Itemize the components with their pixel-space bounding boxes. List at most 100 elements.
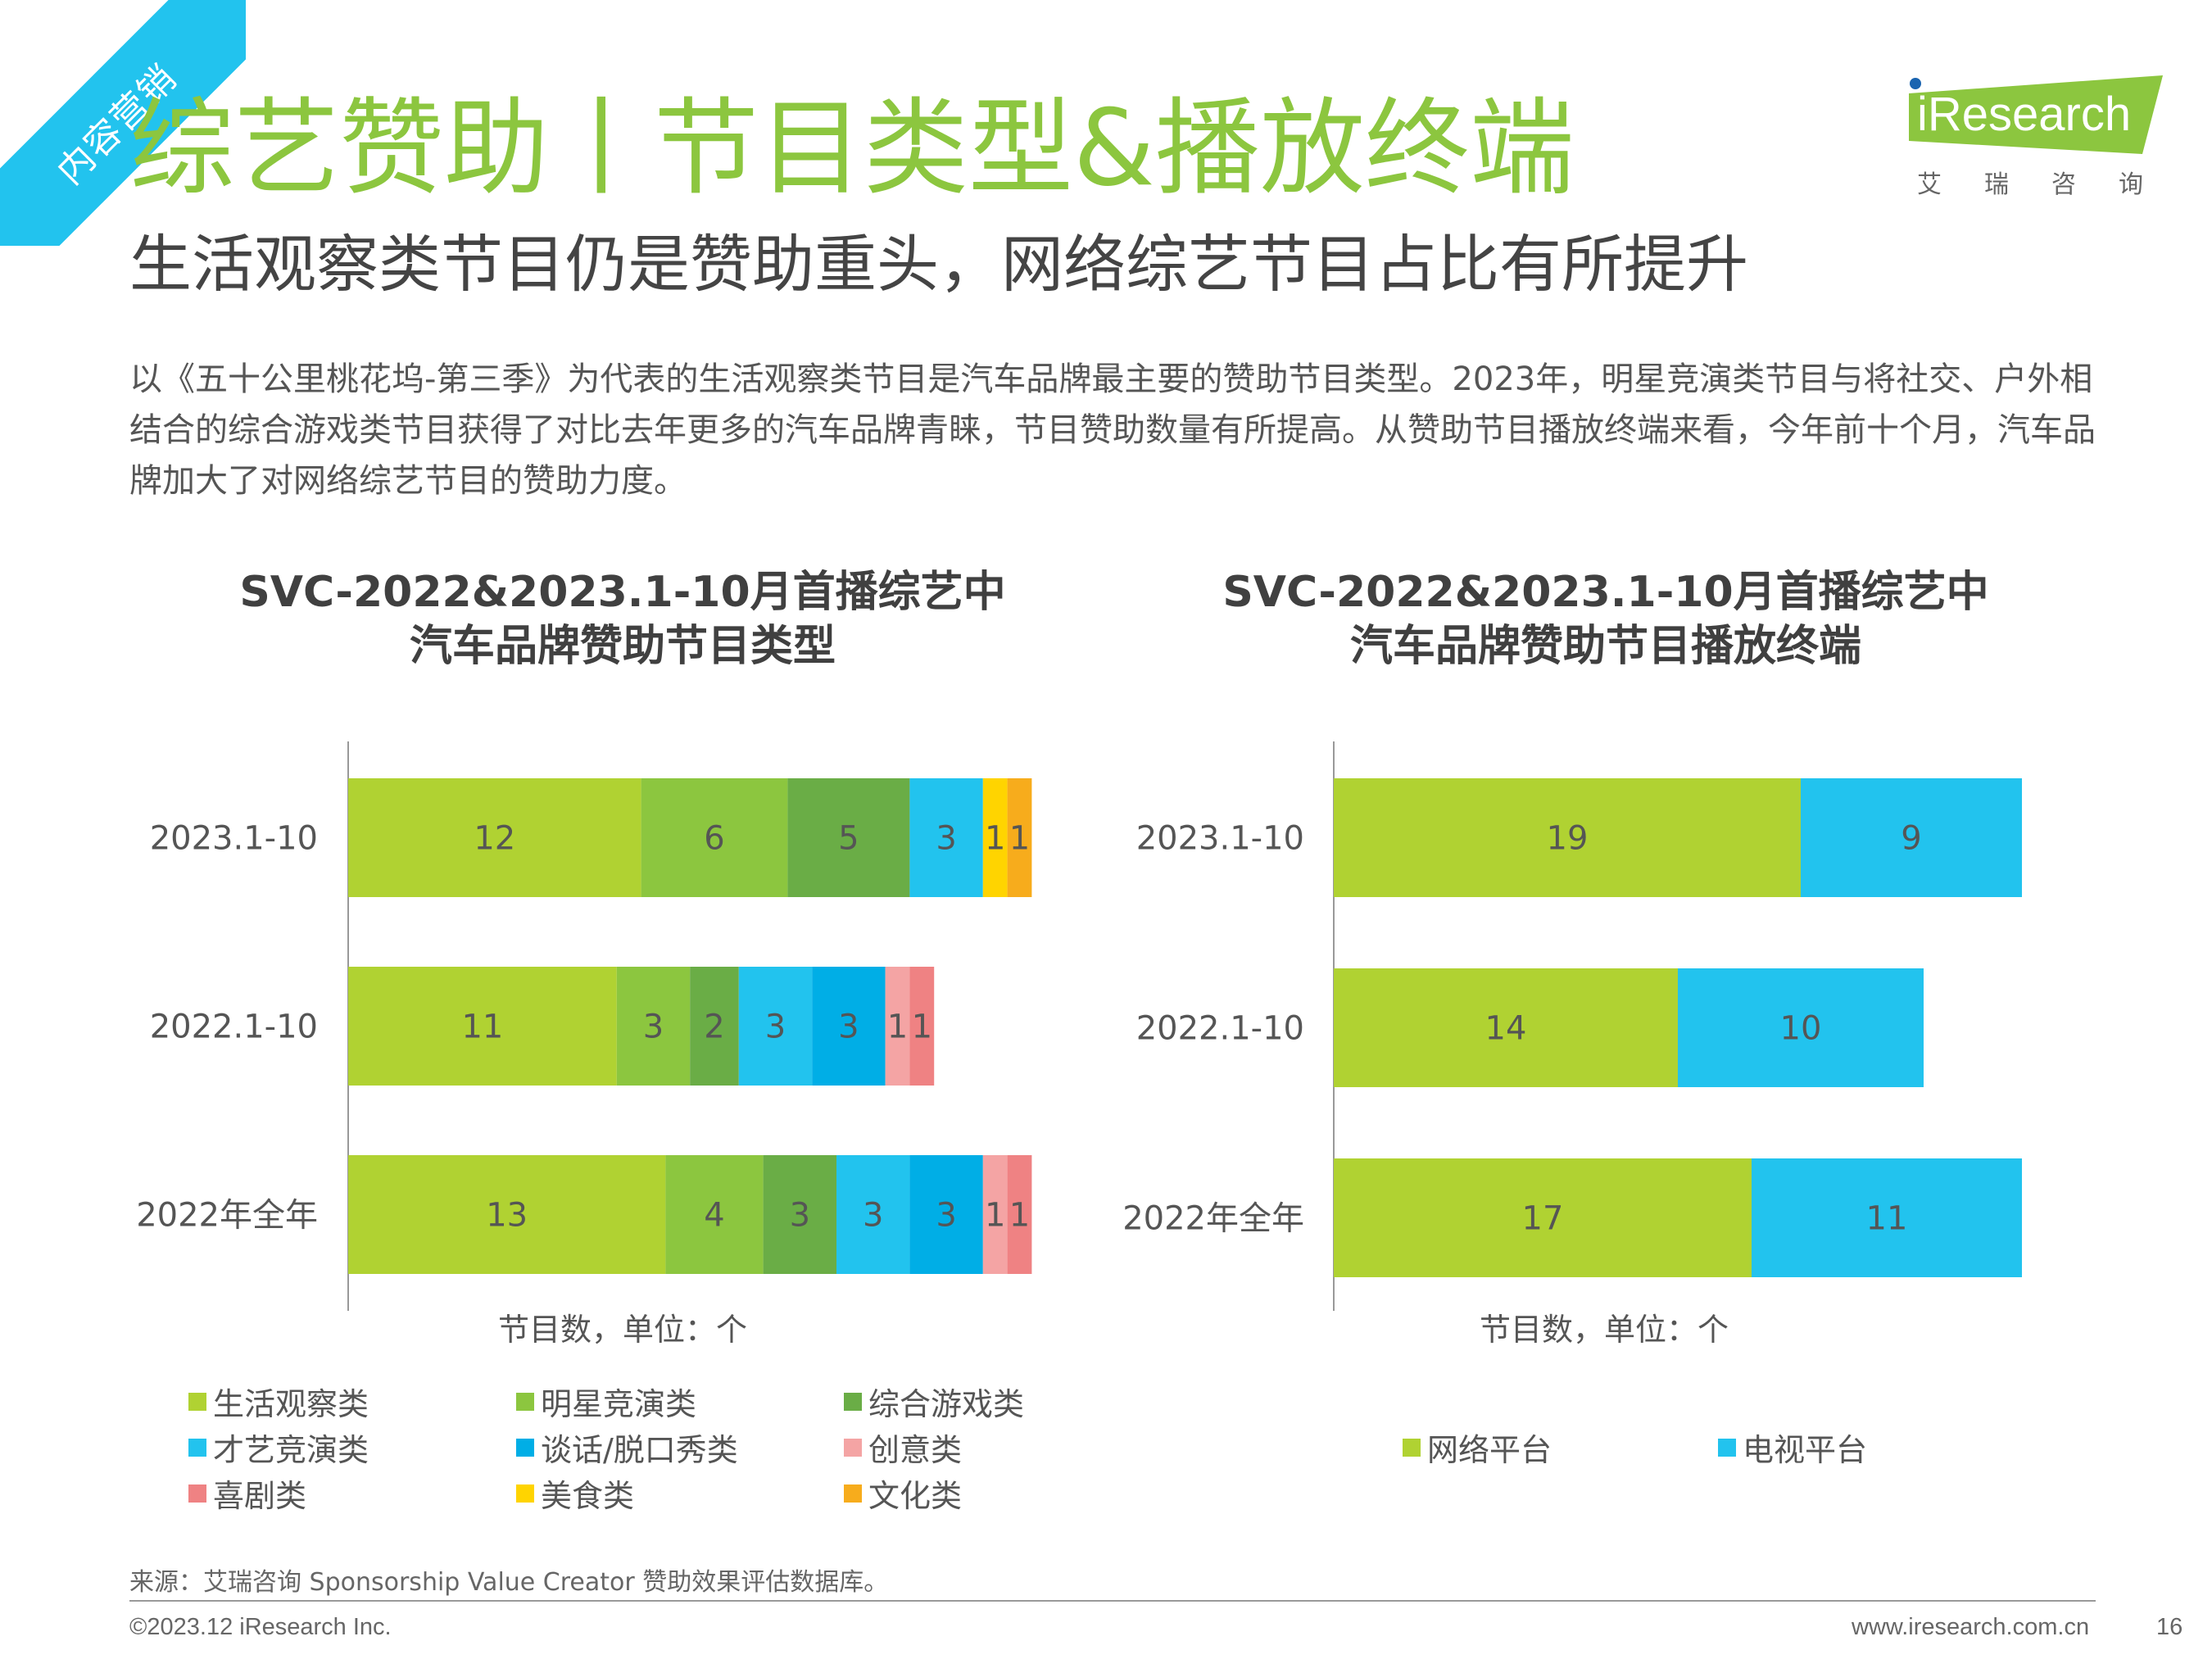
bar-segment [1334,778,1801,897]
chart-title-line: 汽车品牌赞助节目播放终端 [1349,622,1861,671]
legend-swatch [1718,1438,1736,1457]
copyright: ©2023.12 iResearch Inc. [129,1614,392,1640]
legend-label: 谈话/脱口秀类 [541,1432,738,1468]
x-axis-label: 节目数，单位：个 [498,1312,747,1348]
website-url: www.iresearch.com.cn [1852,1614,2090,1640]
legend-swatch [188,1438,206,1457]
data-label: 1 [912,1009,932,1046]
bar-segment [1007,1155,1032,1274]
legend-item: 文化类 [844,1471,962,1516]
legend-swatch [516,1392,534,1411]
bar-segment [909,778,983,897]
bar-segment [1007,778,1032,897]
category-tick-label: 2023.1-10 [1136,820,1304,858]
legend-label: 才艺竞演类 [213,1432,369,1468]
data-label: 3 [838,1009,859,1046]
bar-segment [348,1155,666,1274]
legend-swatch [188,1392,206,1411]
bar-segment [738,967,813,1086]
chart-title-terminal: SVC-2022&2023.1-10月首播综艺中 汽车品牌赞助节目播放终端 [1188,565,2024,673]
bar-segment [885,967,910,1086]
legend-item: 创意类 [844,1425,962,1470]
data-label: 5 [838,820,859,858]
data-label: 14 [1485,1010,1527,1048]
legend-item: 生活观察类 [188,1379,369,1424]
footer-divider [129,1600,2096,1602]
page-title: 综艺赞助丨节目类型&播放终端 [129,88,1575,210]
data-label: 1 [1009,1197,1030,1235]
logo-shape-icon [1909,75,2163,154]
legend-swatch [1403,1438,1421,1457]
data-label: 12 [474,820,515,858]
data-label: 13 [486,1197,528,1235]
legend-label: 综合游戏类 [868,1386,1025,1422]
data-label: 3 [936,820,956,858]
bar-segment [836,1155,910,1274]
chart-title-line: 汽车品牌赞助节目类型 [409,622,836,671]
bar-segment [348,967,617,1086]
category-tick-label: 2022.1-10 [150,1009,318,1046]
legend-swatch [844,1438,862,1457]
data-label: 11 [461,1009,503,1046]
category-tick-label: 2022年全年 [1122,1200,1304,1238]
bar-segment [641,778,788,897]
legend-label: 创意类 [868,1432,963,1468]
data-label: 11 [1866,1200,1908,1238]
data-label: 19 [1547,820,1589,858]
source-note: 来源：艾瑞咨询 Sponsorship Value Creator 赞助效果评估… [129,1568,889,1597]
bar-segment [812,967,886,1086]
legend-label: 电视平台 [1743,1432,1868,1468]
bar-segment [616,967,691,1086]
legend-item: 谈话/脱口秀类 [516,1425,738,1470]
bar-segment [982,1155,1008,1274]
bar-segment [1801,778,2022,897]
logo-chinese: 艾瑞咨询 [1917,170,2186,199]
bar-segment [1752,1158,2022,1277]
legend-item: 才艺竞演类 [188,1425,369,1470]
data-label: 6 [704,820,724,858]
legend-item: 明星竞演类 [516,1379,696,1424]
category-tick-label: 2022.1-10 [1136,1010,1304,1048]
legend-item: 电视平台 [1718,1425,1867,1470]
bar-segment [787,778,910,897]
legend-item: 喜剧类 [188,1471,306,1516]
x-axis-label: 节目数，单位：个 [1480,1312,1729,1348]
legend-label: 文化类 [868,1478,963,1514]
legend-label: 网络平台 [1427,1432,1552,1468]
chart-title-program-type: SVC-2022&2023.1-10月首播综艺中 汽车品牌赞助节目类型 [205,565,1040,673]
data-label: 3 [863,1197,883,1235]
bar-segment [763,1155,836,1274]
legend-label: 喜剧类 [213,1478,307,1514]
bar-segment [665,1155,764,1274]
data-label: 9 [1901,820,1921,858]
legend-swatch [844,1392,862,1411]
data-label: 1 [887,1009,908,1046]
chart-title-line: SVC-2022&2023.1-10月首播综艺中 [1222,568,1989,617]
bar-segment [1678,968,1924,1087]
data-label: 1 [985,1197,1005,1235]
legend-label: 明星竞演类 [541,1386,697,1422]
legend-item: 综合游戏类 [844,1379,1024,1424]
legend-item: 网络平台 [1403,1425,1552,1470]
bar-segment [1334,968,1678,1087]
data-label: 4 [704,1197,724,1235]
data-label: 3 [936,1197,956,1235]
bar-segment [909,967,935,1086]
intro-paragraph: 以《五十公里桃花坞-第三季》为代表的生活观察类节目是汽车品牌最主要的赞助节目类型… [129,360,2096,500]
legend-swatch [516,1484,534,1503]
data-label: 1 [1009,820,1030,858]
category-tick-label: 2023.1-10 [150,820,318,858]
chart-title-line: SVC-2022&2023.1-10月首播综艺中 [239,568,1006,617]
bar-segment [1334,1158,1752,1277]
data-label: 2 [704,1009,724,1046]
data-label: 1 [985,820,1005,858]
bar-segment [909,1155,983,1274]
data-label: 10 [1780,1010,1822,1048]
legend-swatch [844,1484,862,1503]
legend-swatch [188,1484,206,1503]
iresearch-logo: iResearch 艾瑞咨询 [1909,75,2163,199]
bar-segment [982,778,1008,897]
data-label: 17 [1522,1200,1564,1238]
data-label: 3 [765,1009,786,1046]
